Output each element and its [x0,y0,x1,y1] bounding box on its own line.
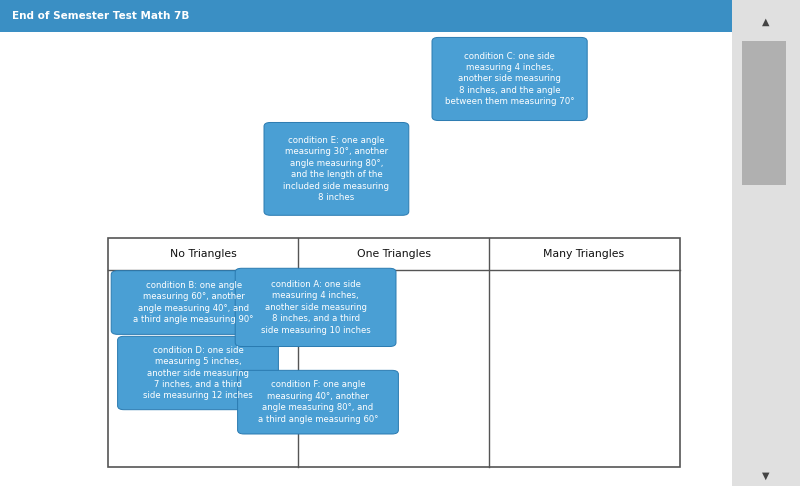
Text: condition E: one angle
measuring 30°, another
angle measuring 80°,
and the lengt: condition E: one angle measuring 30°, an… [283,136,390,202]
FancyBboxPatch shape [108,238,680,467]
Text: Many Triangles: Many Triangles [543,249,625,259]
Text: ▼: ▼ [762,470,770,480]
Text: condition B: one angle
measuring 60°, another
angle measuring 40°, and
a third a: condition B: one angle measuring 60°, an… [134,281,254,324]
FancyBboxPatch shape [264,122,409,215]
Text: One Triangles: One Triangles [357,249,430,259]
Text: ▲: ▲ [762,17,770,27]
Text: No Triangles: No Triangles [170,249,237,259]
Text: End of Semester Test Math 7B: End of Semester Test Math 7B [12,11,190,20]
FancyBboxPatch shape [432,37,587,121]
FancyBboxPatch shape [238,370,398,434]
Text: condition F: one angle
measuring 40°, another
angle measuring 80°, and
a third a: condition F: one angle measuring 40°, an… [258,381,378,424]
FancyBboxPatch shape [742,41,786,185]
FancyBboxPatch shape [235,268,396,347]
Text: condition A: one side
measuring 4 inches,
another side measuring
8 inches, and a: condition A: one side measuring 4 inches… [261,280,370,335]
FancyBboxPatch shape [0,0,732,486]
FancyBboxPatch shape [0,0,732,32]
Text: condition C: one side
measuring 4 inches,
another side measuring
8 inches, and t: condition C: one side measuring 4 inches… [445,52,574,106]
Text: condition D: one side
measuring 5 inches,
another side measuring
7 inches, and a: condition D: one side measuring 5 inches… [143,346,253,400]
FancyBboxPatch shape [118,336,278,410]
FancyBboxPatch shape [732,0,800,486]
FancyBboxPatch shape [111,271,276,334]
